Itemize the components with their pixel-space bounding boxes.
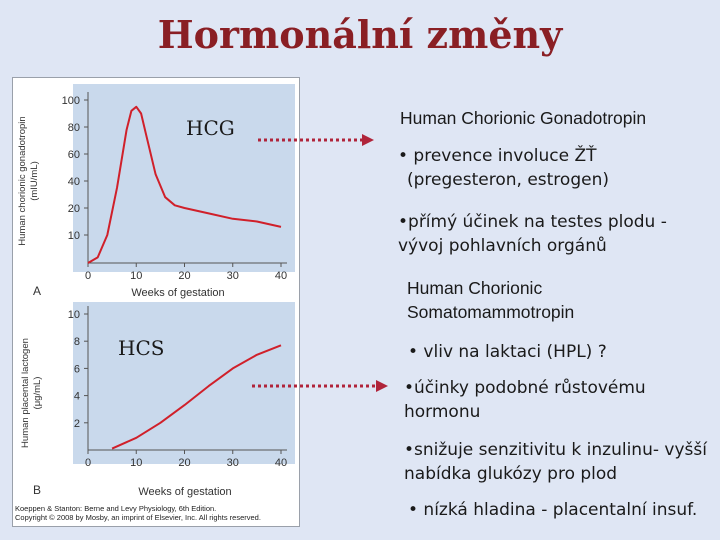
hcs-heading: Human Chorionic Somatomammotropin bbox=[407, 276, 574, 324]
panel-b-xtick-label: 0 bbox=[85, 457, 91, 469]
hcg-bullet-2: •přímý účinek na testes plodu - vývoj po… bbox=[398, 210, 667, 258]
hcs-heading-line1: Human Chorionic bbox=[407, 278, 543, 298]
hcg-heading: Human Chorionic Gonadotropin bbox=[400, 108, 647, 128]
panel-b-ytick-label: 8 bbox=[74, 336, 80, 348]
panel-b-xtick-label: 30 bbox=[227, 457, 239, 469]
panel-b-xtick-label: 10 bbox=[130, 457, 142, 469]
panel-b-letter: B bbox=[33, 483, 42, 497]
panel-b-xtick-label: 40 bbox=[275, 457, 287, 469]
panel-a-xtick-label: 20 bbox=[178, 270, 190, 282]
panel-a-ytick-label: 80 bbox=[68, 122, 80, 134]
panel-a-xtick-label: 10 bbox=[130, 270, 142, 282]
hcg-bullet-1-line2: (pregesteron, estrogen) bbox=[407, 170, 609, 190]
hcg-curve bbox=[87, 105, 282, 264]
hcs-bullet-2: •účinky podobné růstovému hormonu bbox=[404, 376, 646, 424]
hcs-bullet-3-line1: •snižuje senzitivitu k inzulinu- vyšší bbox=[404, 440, 707, 460]
panel-b-xtick-label: 20 bbox=[178, 457, 190, 469]
panel-b-background bbox=[73, 302, 295, 464]
panel-b-ytick-label: 6 bbox=[74, 363, 80, 375]
figure-credit-line2: Copyright © 2008 by Mosby, an imprint of… bbox=[15, 513, 261, 522]
figure-credit: Koeppen & Stanton: Berne and Levy Physio… bbox=[15, 504, 299, 522]
hcg-bullet-1-line1: • prevence involuce ŽŤ bbox=[398, 146, 597, 166]
panel-a-xlabel: Weeks of gestation bbox=[131, 287, 225, 299]
panel-a-ytick-label: 40 bbox=[68, 176, 80, 188]
hcs-bullet-3-line2: nabídka glukózy pro plod bbox=[404, 464, 618, 484]
panel-a-ytick-label: 10 bbox=[68, 230, 80, 242]
panel-a-ytick-label: 60 bbox=[68, 149, 80, 161]
hcg-bullet-1: • prevence involuce ŽŤ (pregesteron, est… bbox=[398, 144, 609, 192]
hcg-arrow-head bbox=[362, 134, 374, 146]
hcs-bullet-1: • vliv na laktaci (HPL) ? bbox=[408, 342, 607, 362]
hcs-bullet-2-line2: hormonu bbox=[404, 402, 481, 422]
hcs-bullet-4: • nízká hladina - placentalní insuf. bbox=[408, 500, 698, 520]
hcs-heading-line2: Somatomammotropin bbox=[407, 302, 575, 322]
slide-title: Hormonální změny bbox=[157, 12, 563, 57]
panel-a-background bbox=[73, 84, 295, 272]
hcg-annotation: HCG bbox=[186, 116, 235, 140]
panel-a-letter: A bbox=[33, 284, 42, 298]
panel-a-ytick-label: 100 bbox=[62, 95, 80, 107]
panel-a-xtick-label: 40 bbox=[275, 270, 287, 282]
hcs-annotation: HCS bbox=[118, 336, 165, 360]
hcs-arrow-head bbox=[376, 380, 388, 392]
hcs-bullet-3: •snižuje senzitivitu k inzulinu- vyšší n… bbox=[404, 438, 720, 486]
figure-credit-line1: Koeppen & Stanton: Berne and Levy Physio… bbox=[15, 504, 217, 513]
panel-b-xlabel: Weeks of gestation bbox=[138, 486, 232, 498]
hcs-bullet-2-line1: •účinky podobné růstovému bbox=[404, 378, 646, 398]
panel-a-xtick-label: 0 bbox=[85, 270, 91, 282]
hcg-bullet-2-line2: vývoj pohlavních orgánů bbox=[398, 236, 607, 256]
panel-b-ytick-label: 2 bbox=[74, 418, 80, 430]
panel-b-ytick-label: 10 bbox=[68, 309, 80, 321]
panel-a-xtick-label: 30 bbox=[227, 270, 239, 282]
panel-a-ytick-label: 20 bbox=[68, 203, 80, 215]
panel-b-ytick-label: 4 bbox=[74, 391, 80, 403]
gestation-figure: Human chorionic gonadotropin (mIU/mL) We… bbox=[12, 77, 300, 527]
hcg-bullet-2-line1: •přímý účinek na testes plodu - bbox=[398, 212, 667, 232]
hcs-curve bbox=[111, 344, 282, 450]
